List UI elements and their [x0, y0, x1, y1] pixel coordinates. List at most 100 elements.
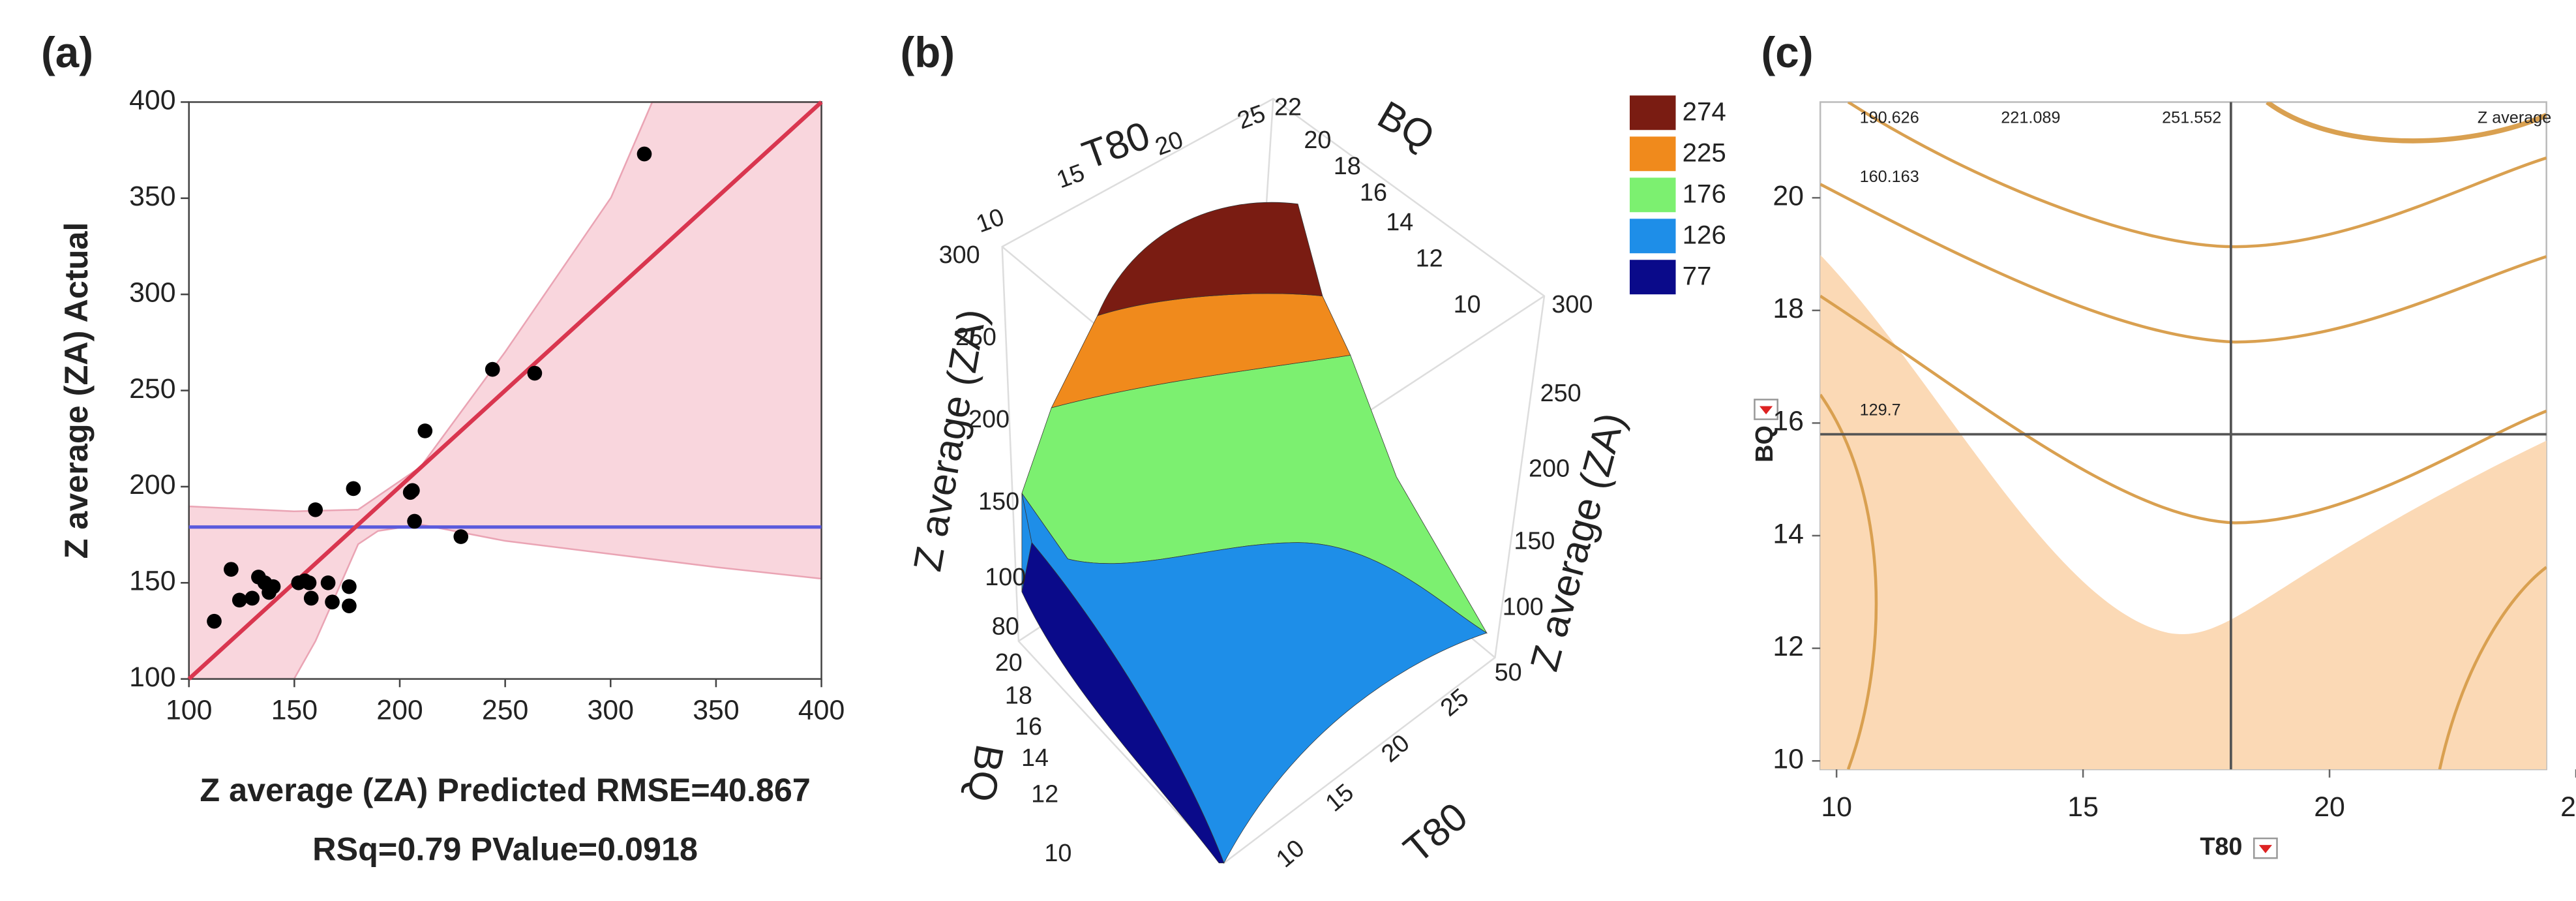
point [320, 575, 336, 590]
point [453, 529, 469, 544]
point [637, 146, 652, 162]
panel-label: (c) [1761, 29, 1814, 76]
y-tick-label: 300 [129, 277, 175, 308]
tick-label: 12 [1416, 245, 1443, 272]
y-tick-label: 350 [129, 181, 175, 212]
x-axis-label: Z average (ZA) Predicted RMSE=40.867 [200, 771, 811, 808]
contour-label: 190.626 [1860, 108, 1919, 127]
y-axis-label: BQ [1751, 425, 1778, 463]
tick-label: 25 [1234, 100, 1269, 135]
tick-label: 25 [1435, 683, 1474, 722]
legend-swatch [1629, 136, 1676, 172]
tick-label: 18 [1334, 153, 1361, 180]
axis-label: T80 [1077, 112, 1156, 177]
tick-label: 20 [995, 649, 1023, 677]
x-tick-label: 250 [482, 694, 528, 725]
y-axis-label: Z average (ZA) Actual [57, 222, 95, 559]
point [265, 579, 281, 594]
point [232, 592, 247, 608]
y-tick-label: 100 [129, 662, 175, 693]
tick-label: 20 [1152, 126, 1187, 161]
subtitle: RSq=0.79 PValue=0.0918 [312, 830, 698, 867]
legend-swatch [1629, 177, 1676, 213]
y-tick-label: 400 [129, 85, 175, 116]
tick-label: 10 [1454, 291, 1481, 318]
point [325, 594, 340, 610]
y-tick-label: 250 [129, 373, 175, 405]
tick-label: 250 [1540, 380, 1581, 407]
dropdown-icon[interactable] [2253, 837, 2278, 859]
y-tick-label: 14 [1773, 518, 1804, 549]
legend-label: 176 [1683, 179, 1726, 209]
legend-label: 77 [1683, 262, 1712, 291]
point [207, 613, 222, 629]
point [346, 481, 361, 496]
axis-label: BQ [959, 741, 1012, 805]
point [405, 483, 420, 498]
panel-label: (a) [41, 29, 93, 76]
x-tick-label: 20 [2314, 791, 2345, 823]
y-tick-label: 18 [1773, 293, 1804, 324]
tick-label: 15 [1321, 778, 1359, 817]
axis-label: BQ [1371, 92, 1443, 159]
tick-label: 80 [992, 613, 1019, 641]
tick-label: 200 [1529, 455, 1570, 483]
x-tick-label: 200 [376, 694, 423, 725]
tick-label: 10 [1271, 834, 1310, 873]
point [417, 423, 433, 438]
tick-label: 14 [1386, 209, 1413, 236]
tick-label: 22 [1274, 94, 1302, 121]
legend-label: 126 [1683, 221, 1726, 250]
legend-swatch [1629, 219, 1676, 254]
point [485, 361, 500, 377]
x-tick-label: 10 [1821, 791, 1852, 823]
x-axis-label: T80 [2200, 833, 2242, 861]
contour-label: 221.089 [2001, 108, 2060, 127]
tick-label: 16 [1015, 713, 1042, 741]
point [342, 598, 357, 613]
panel-label: (b) [900, 29, 955, 76]
y-tick-label: 16 [1773, 406, 1804, 437]
point [224, 562, 239, 577]
tick-label: 12 [1031, 781, 1058, 808]
tick-label: 14 [1021, 744, 1049, 772]
tick-label: 20 [1304, 127, 1331, 154]
y-tick-label: 12 [1773, 631, 1804, 662]
tick-label: 10 [1044, 840, 1071, 867]
axis-label: T80 [1395, 794, 1475, 872]
axes-frame [188, 101, 822, 680]
tick-label: 300 [1551, 291, 1593, 318]
y-tick-label: 150 [129, 566, 175, 597]
tick-label: 50 [1495, 659, 1522, 686]
contour-label: Z average [2478, 108, 2551, 127]
point [303, 590, 319, 606]
tick-label: 16 [1360, 179, 1387, 206]
point [342, 579, 357, 594]
tick-label: 15 [1053, 159, 1088, 194]
point [407, 513, 422, 529]
x-tick-label: 15 [2067, 791, 2099, 823]
surface [1021, 202, 1488, 864]
tick-label: 200 [968, 406, 1010, 433]
x-tick-label: 350 [693, 694, 739, 725]
point [527, 365, 543, 381]
contour-label: 251.552 [2162, 108, 2221, 127]
y-tick-label: 200 [129, 469, 175, 500]
y-tick-label: 10 [1773, 744, 1804, 775]
x-tick-label: 300 [588, 694, 634, 725]
legend-label: 274 [1683, 97, 1726, 127]
tick-label: 100 [985, 564, 1026, 591]
point [308, 502, 323, 517]
tick-label: 100 [1503, 593, 1544, 620]
tick-label: 18 [1005, 682, 1032, 709]
tick-label: 300 [939, 241, 980, 269]
dropdown-icon[interactable] [1754, 399, 1778, 420]
tick-label: 20 [1376, 729, 1415, 768]
point [245, 590, 260, 606]
legend-swatch [1629, 95, 1676, 130]
tick-label: 10 [972, 204, 1008, 239]
legend-label: 225 [1683, 138, 1726, 168]
contour-plot [1820, 102, 2547, 770]
tick-label: 250 [955, 324, 996, 351]
